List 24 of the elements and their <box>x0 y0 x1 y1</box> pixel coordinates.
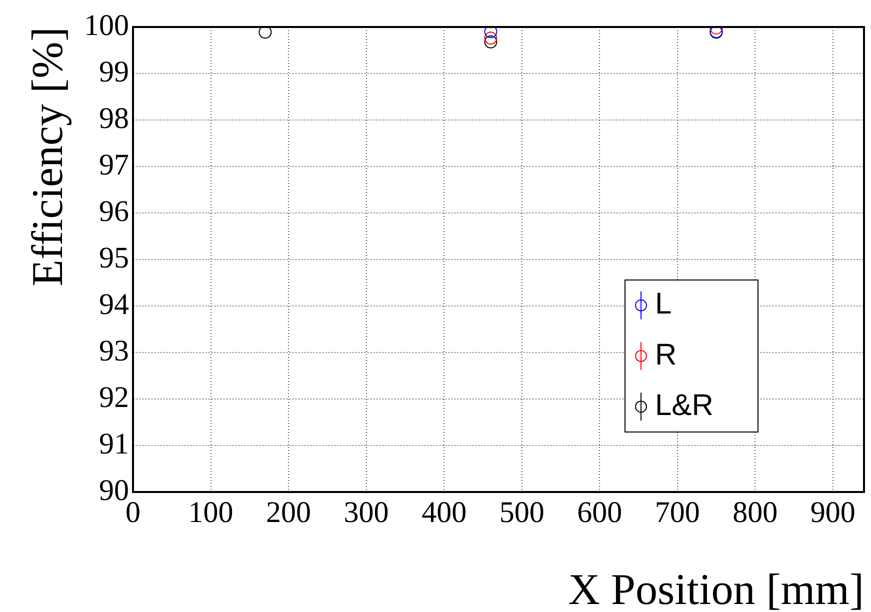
y-tick-label: 91 <box>99 427 129 460</box>
y-tick-label: 92 <box>99 380 129 414</box>
x-tick-label: 100 <box>188 496 234 529</box>
x-tick-label: 600 <box>577 496 622 529</box>
legend-label: L <box>655 288 672 321</box>
y-tick-label: 96 <box>99 194 129 228</box>
y-tick-label: 93 <box>99 334 129 368</box>
y-tick-label: 97 <box>99 148 129 182</box>
y-tick-label: 95 <box>99 241 129 274</box>
legend-label: L&R <box>655 388 714 422</box>
x-tick-label: 800 <box>732 496 778 529</box>
x-tick-label: 500 <box>499 496 544 529</box>
x-axis-title: X Position [mm] <box>568 565 864 612</box>
y-tick-label: 99 <box>99 55 129 88</box>
y-tick-label: 94 <box>99 288 129 321</box>
x-tick-label: 200 <box>266 496 312 529</box>
x-tick-label: 300 <box>344 496 389 529</box>
x-tick-label: 400 <box>422 496 467 529</box>
y-tick-label: 100 <box>84 8 129 42</box>
x-tick-label: 900 <box>810 496 856 529</box>
y-tick-label: 98 <box>99 102 129 135</box>
x-tick-label: 700 <box>654 496 700 529</box>
legend-label: R <box>655 338 677 372</box>
y-axis-title: Efficiency [%] <box>23 27 72 286</box>
